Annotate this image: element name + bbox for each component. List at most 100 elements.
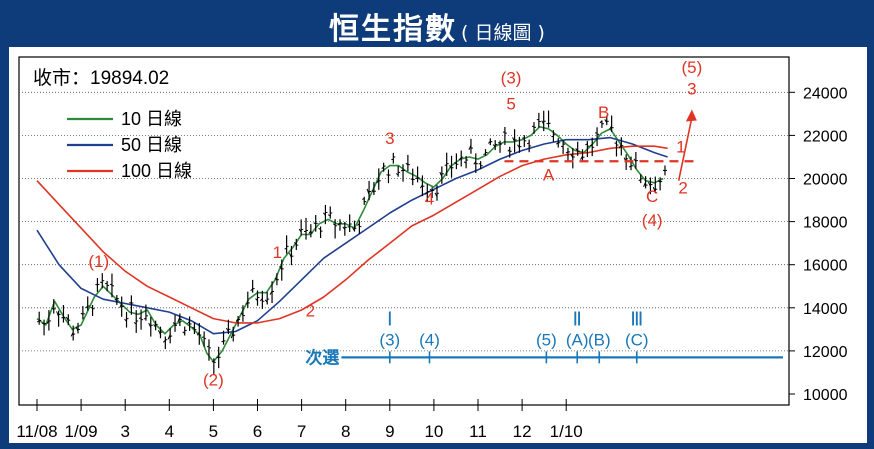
ohlc-open <box>284 247 287 250</box>
ohlc-open <box>638 178 642 182</box>
ohlc-open <box>80 312 84 315</box>
x-tick-label: 9 <box>385 422 394 441</box>
y-tick-label: 10000 <box>803 387 848 404</box>
ohlc-open <box>405 162 409 166</box>
ohlc-open <box>104 282 108 285</box>
ohlc-open <box>420 184 423 189</box>
grid-lines <box>19 91 789 352</box>
wave-label: (1) <box>88 252 109 271</box>
x-tick-label: 5 <box>209 422 218 441</box>
ohlc-open <box>517 144 520 148</box>
ohlc-open <box>410 178 413 181</box>
title-sub: ( 日線圖 ) <box>461 22 545 44</box>
wave-label: 2 <box>306 301 315 320</box>
y-tick-label: 22000 <box>803 128 848 145</box>
timeline-marker-label: (3) <box>379 330 400 349</box>
ohlc-open <box>109 283 113 286</box>
ohlc-open <box>313 222 317 225</box>
ohlc-open <box>293 242 297 245</box>
ohlc-open <box>323 212 326 216</box>
ohlc-open <box>604 119 608 123</box>
ohlc-open <box>259 298 263 302</box>
timeline-roman-label: Ⅰ <box>387 309 393 330</box>
x-tick-label: 3 <box>120 422 129 441</box>
candlesticks <box>36 110 667 375</box>
ohlc-open <box>255 298 258 301</box>
ohlc-open <box>124 318 127 322</box>
wave-label: (4) <box>642 211 663 230</box>
ohlc-open <box>439 171 443 177</box>
y-tick-label: 24000 <box>803 85 848 102</box>
ohlc-open <box>449 165 452 169</box>
ohlc-open <box>647 181 651 187</box>
ohlc-open <box>264 299 268 303</box>
ohlc-open <box>429 188 433 192</box>
ohlc-open <box>424 191 428 195</box>
ohlc-open <box>235 318 239 322</box>
ohlc-open <box>512 137 516 142</box>
ohlc-open <box>269 291 273 295</box>
ohlc-open <box>328 214 331 217</box>
ohlc-open <box>366 188 370 195</box>
wave-label: (3) <box>501 69 522 88</box>
ohlc-open <box>41 322 45 325</box>
ohlc-open <box>585 143 588 146</box>
plot-area <box>18 56 790 406</box>
ohlc-open <box>158 330 161 335</box>
ohlc-open <box>526 142 530 145</box>
x-tick-label: 6 <box>253 422 262 441</box>
chart-title: 恒生指數( 日線圖 ) <box>0 4 874 48</box>
ohlc-open <box>662 169 666 172</box>
wave-label: 5 <box>506 95 515 114</box>
ohlc-open <box>395 173 399 176</box>
ohlc-open <box>332 223 336 226</box>
ohlc-open <box>202 336 205 338</box>
y-tick-label: 14000 <box>803 301 848 318</box>
ohlc-open <box>473 161 477 165</box>
ohlc-open <box>85 305 89 309</box>
ohlc-open <box>192 326 195 330</box>
timeline-marker-label: (4) <box>419 330 440 349</box>
ohlc-open <box>478 162 481 165</box>
timeline-marker-label: (A) <box>566 330 589 349</box>
ohlc-open <box>468 145 472 150</box>
ohlc-open <box>318 227 321 230</box>
ohlc-open <box>148 322 152 328</box>
secondary-timeline: 次選 (3)Ⅰ (4) (5) (A)Ⅱ (B) (C)Ⅲ <box>305 309 783 367</box>
ohlc-open <box>182 331 186 334</box>
ohlc-open <box>172 322 176 325</box>
ohlc-open <box>458 157 462 161</box>
timeline-label: 次選 <box>305 347 339 367</box>
chart-panel: (1) (2) 1 2 3 4 (3) 5 A B C (4) 1 2 3 (5) 次選 (3) Ⅰ (4) (5)(… <box>9 47 867 443</box>
timeline-marker-label: (5) <box>536 330 557 349</box>
wave-label: (5) <box>681 58 702 77</box>
ohlc-open <box>167 334 171 340</box>
ohlc-open <box>240 312 244 316</box>
ohlc-open <box>114 299 118 301</box>
ohlc-open <box>274 277 278 281</box>
ohlc-open <box>580 156 583 160</box>
ohlc-open <box>46 320 50 324</box>
ohlc-open <box>454 161 457 165</box>
y-tick-label: 18000 <box>803 215 848 232</box>
x-tick-label: 11/08 <box>16 422 57 441</box>
legend: 收市：19894.02 10 日線 50 日線 100 日線 <box>33 67 192 181</box>
timeline-roman-label: Ⅲ <box>630 309 643 330</box>
wave-label: B <box>598 103 609 122</box>
ohlc-open <box>628 165 632 168</box>
ohlc-open <box>609 125 613 130</box>
x-tick-label: 1/10 <box>550 422 583 441</box>
timeline-roman-label: Ⅱ <box>573 309 582 330</box>
wave-annotations: (1) (2) 1 2 3 4 (3) 5 A B C (4) 1 2 3 (5) <box>88 58 702 389</box>
wave-label: 3 <box>687 79 696 98</box>
wave-label: 3 <box>385 129 394 148</box>
ohlc-open <box>75 326 79 332</box>
y-tick-label: 16000 <box>803 258 848 275</box>
wave-label: 1 <box>676 138 685 157</box>
ohlc-open <box>342 226 346 230</box>
ohlc-open <box>221 340 224 343</box>
ohlc-open <box>599 120 603 124</box>
ohlc-open <box>56 311 60 318</box>
ohlc-open <box>337 222 341 226</box>
ohlc-open <box>129 301 132 304</box>
